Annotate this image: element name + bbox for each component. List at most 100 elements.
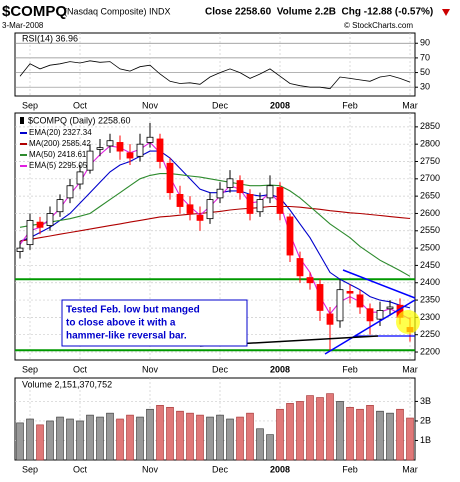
volume-bar xyxy=(196,414,204,461)
volume-bar xyxy=(166,406,174,461)
volume-bar xyxy=(306,395,314,461)
candle-body xyxy=(256,199,264,213)
y-tick-label: 2700 xyxy=(420,173,440,183)
rsi-line xyxy=(19,60,411,90)
panel-title: Volume 2,151,370,752 xyxy=(22,379,112,389)
y-tick-label: 2750 xyxy=(420,156,440,166)
candle-body xyxy=(156,138,164,162)
annotation-text: to close above it with a xyxy=(66,318,176,329)
x-tick-label: Sep xyxy=(22,464,38,474)
volume-bar xyxy=(356,408,364,461)
moving-average xyxy=(19,141,411,320)
candle-body xyxy=(166,162,174,194)
x-tick-label: 2008 xyxy=(270,464,290,474)
candle-body xyxy=(356,294,364,308)
candle-body xyxy=(66,185,74,199)
candle-body xyxy=(386,306,394,310)
y-tick-label: 2350 xyxy=(420,294,440,304)
x-tick-label: Feb xyxy=(342,464,358,474)
y-tick-label: 1B xyxy=(420,435,431,445)
x-tick-label: Mar xyxy=(402,100,418,110)
candle-body xyxy=(346,291,354,294)
candle-body xyxy=(376,310,384,320)
date: 3-Mar-2008 xyxy=(2,21,44,30)
y-tick-label: 50 xyxy=(420,67,430,77)
volume-bar xyxy=(156,405,164,461)
y-tick-label: 70 xyxy=(420,52,430,62)
down-arrow xyxy=(442,9,450,16)
y-tick-label: 2300 xyxy=(420,312,440,322)
y-tick-label: 2450 xyxy=(420,260,440,270)
candle-body xyxy=(16,247,24,252)
candle-body xyxy=(126,152,134,159)
volume-bar xyxy=(236,416,244,461)
legend-icon xyxy=(20,117,24,124)
y-tick-label: 2850 xyxy=(420,121,440,131)
candle-body xyxy=(46,213,54,226)
candle-body xyxy=(106,140,114,147)
candle-body xyxy=(146,136,154,143)
volume-bar xyxy=(296,401,304,461)
x-tick-label: Oct xyxy=(73,364,88,374)
annotation-box xyxy=(61,299,248,347)
legend-label: EMA(5) 2295.05 xyxy=(29,161,88,170)
candle-body xyxy=(56,199,64,213)
volume-bar xyxy=(376,410,384,461)
x-tick-label: Sep xyxy=(22,364,38,374)
candle-body xyxy=(216,188,224,199)
highlight xyxy=(396,310,420,334)
volume-bar xyxy=(66,418,74,461)
x-tick-label: 2008 xyxy=(270,100,290,110)
y-tick-label: 2600 xyxy=(420,208,440,218)
annotation-text: hammer-like reversal bar. xyxy=(66,331,187,342)
volume-bar xyxy=(56,416,64,461)
moving-average xyxy=(19,205,411,242)
annotation-text: Tested Feb. low but manged xyxy=(66,305,200,316)
volume-bar xyxy=(276,408,284,461)
volume-bar xyxy=(216,414,224,461)
volume-bar xyxy=(256,428,264,461)
volume-bar xyxy=(186,412,194,461)
x-tick-label: Mar xyxy=(402,364,418,374)
volume-bar xyxy=(126,414,134,461)
candle-body xyxy=(226,178,234,188)
candle-body xyxy=(246,194,254,214)
volume-bar xyxy=(366,405,374,461)
volume-bar xyxy=(326,393,334,461)
x-tick-label: Oct xyxy=(73,464,88,474)
candle-body xyxy=(176,194,184,207)
volume-bar xyxy=(146,408,154,461)
y-tick-label: 30 xyxy=(420,82,430,92)
volume-bar xyxy=(396,408,404,461)
volume-bar xyxy=(266,434,274,461)
volume-bar xyxy=(16,422,24,461)
y-tick-label: 2800 xyxy=(420,139,440,149)
x-tick-label: Nov xyxy=(142,464,159,474)
source: © StockCharts.com xyxy=(344,21,413,30)
candle-body xyxy=(366,308,374,322)
candle-body xyxy=(136,143,144,157)
x-tick-label: Feb xyxy=(342,364,358,374)
candle-body xyxy=(86,150,94,171)
candle-body xyxy=(96,147,104,150)
y-tick-label: 2500 xyxy=(420,242,440,252)
x-tick-label: 2008 xyxy=(270,364,290,374)
y-tick-label: 2650 xyxy=(420,191,440,201)
x-tick-label: Dec xyxy=(212,364,229,374)
volume-bar xyxy=(106,412,114,461)
trend-line xyxy=(324,299,416,355)
candle-body xyxy=(316,284,324,311)
candle-body xyxy=(236,180,244,194)
y-tick-label: 2550 xyxy=(420,225,440,235)
moving-average xyxy=(19,150,411,309)
candle-body xyxy=(336,289,344,322)
y-tick-label: 2400 xyxy=(420,277,440,287)
candle-body xyxy=(326,313,334,325)
candle-body xyxy=(26,219,34,246)
volume-bar xyxy=(176,410,184,461)
moving-average xyxy=(19,173,411,277)
volume-bar xyxy=(26,418,34,461)
y-tick-label: 2B xyxy=(420,415,431,425)
volume-bar xyxy=(36,424,44,461)
